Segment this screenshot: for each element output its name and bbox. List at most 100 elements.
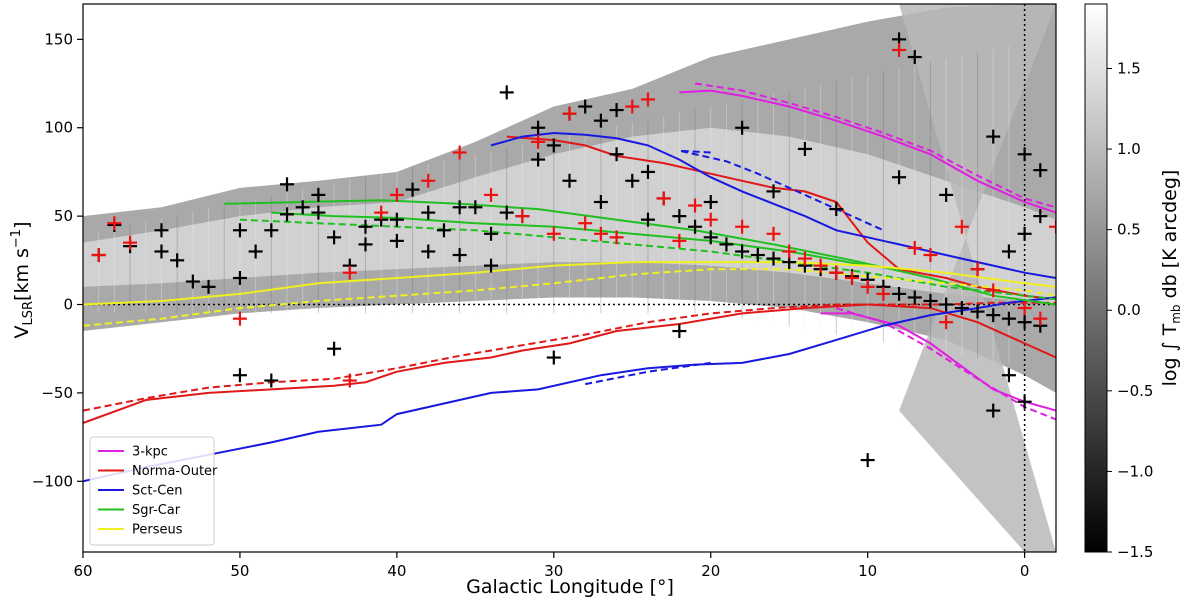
marker-red — [342, 373, 357, 388]
marker-red — [782, 244, 797, 259]
marker-black — [735, 120, 750, 135]
marker-black — [1001, 368, 1016, 383]
marker-black — [907, 50, 922, 65]
legend-label: Perseus — [132, 523, 183, 538]
x-tick-label: 50 — [230, 562, 249, 580]
marker-black — [546, 138, 561, 153]
series-line-sgr-car — [271, 211, 868, 267]
marker-black — [546, 350, 561, 365]
marker-red — [232, 311, 247, 326]
marker-black — [1017, 315, 1032, 330]
marker-black — [264, 373, 279, 388]
marker-black — [484, 258, 499, 273]
marker-black — [986, 308, 1001, 323]
marker-black — [703, 194, 718, 209]
series-line-3-kpc — [694, 82, 1056, 209]
marker-red — [688, 198, 703, 213]
emission-band — [899, 4, 1056, 552]
emission-background — [83, 4, 1056, 552]
y-axis-ticks: 150 100 50 0 −50 −100 — [32, 30, 83, 490]
marker-red — [107, 216, 122, 231]
marker-black — [405, 182, 420, 197]
marker-black — [562, 173, 577, 188]
x-tick-label: 20 — [701, 562, 720, 580]
marker-black — [468, 200, 483, 215]
marker-red — [656, 191, 671, 206]
marker-red — [515, 209, 530, 224]
marker-red — [1049, 219, 1056, 234]
series-line-perseus — [83, 268, 1056, 327]
marker-black — [232, 368, 247, 383]
marker-red — [374, 205, 389, 220]
marker-red — [609, 230, 624, 245]
marker-black — [923, 293, 938, 308]
marker-black — [280, 207, 295, 222]
marker-red — [954, 219, 969, 234]
marker-red — [907, 240, 922, 255]
series-line-sct-cen — [679, 149, 884, 232]
marker-black — [750, 248, 765, 263]
marker-black — [578, 99, 593, 114]
marker-black — [311, 187, 326, 202]
svg-text:log ∫ Tmb db [K arcdeg]: log ∫ Tmb db [K arcdeg] — [1159, 170, 1183, 387]
colorbar-tick-label: −1.0 — [1117, 462, 1153, 480]
colorbar-ticks: 1.5 1.0 0.5 0.0 −0.5 −1.0 −1.5 — [1107, 59, 1153, 561]
series-line-sct-cen — [83, 296, 1056, 483]
colorbar-tick-label: 1.5 — [1117, 59, 1141, 77]
source-markers — [91, 32, 1056, 468]
marker-black — [1017, 226, 1032, 241]
marker-black — [672, 209, 687, 224]
x-axis-ticks: 60 50 40 30 20 10 0 — [73, 552, 1029, 580]
marker-black — [531, 152, 546, 167]
marker-black — [1017, 147, 1032, 162]
marker-black — [499, 205, 514, 220]
legend: 3-kpc Norma-Outer Sct-Cen Sgr-Car Perseus — [89, 436, 218, 546]
marker-black — [907, 290, 922, 305]
marker-black — [892, 286, 907, 301]
marker-red — [813, 258, 828, 273]
marker-black — [766, 251, 781, 266]
marker-black — [735, 244, 750, 259]
marker-black — [154, 223, 169, 238]
marker-black — [688, 219, 703, 234]
marker-black — [970, 304, 985, 319]
marker-black — [531, 120, 546, 135]
x-tick-label: 30 — [544, 562, 563, 580]
marker-black — [170, 253, 185, 268]
series-line-3-kpc — [679, 89, 1056, 214]
marker-red — [672, 233, 687, 248]
marker-red — [1017, 301, 1032, 316]
marker-black — [939, 297, 954, 312]
x-tick-label: 60 — [73, 562, 92, 580]
marker-black — [389, 212, 404, 227]
marker-black — [436, 223, 451, 238]
marker-red — [123, 235, 138, 250]
marker-black — [1017, 394, 1032, 409]
series-line-norma-outer — [506, 135, 1056, 301]
marker-red — [640, 92, 655, 107]
marker-red — [484, 187, 499, 202]
y-tick-label: 150 — [44, 30, 73, 48]
marker-black — [358, 219, 373, 234]
marker-red — [829, 265, 844, 280]
series-line-norma-outer — [83, 303, 1056, 424]
marker-black — [264, 223, 279, 238]
marker-black — [389, 233, 404, 248]
series-line-perseus — [83, 261, 1056, 306]
marker-red — [389, 187, 404, 202]
legend-box — [89, 436, 215, 546]
marker-black — [593, 113, 608, 128]
marker-black — [892, 170, 907, 185]
marker-black — [421, 205, 436, 220]
marker-red — [892, 42, 907, 57]
legend-label: Sct-Cen — [132, 484, 183, 499]
x-axis-label: Galactic Longitude [°] — [466, 576, 674, 598]
marker-black — [860, 453, 875, 468]
colorbar-tick-label: 1.0 — [1117, 140, 1141, 158]
marker-black — [327, 341, 342, 356]
marker-black — [248, 244, 263, 259]
x-tick-label: 40 — [387, 562, 406, 580]
legend-label: Norma-Outer — [132, 464, 218, 479]
marker-red — [876, 286, 891, 301]
